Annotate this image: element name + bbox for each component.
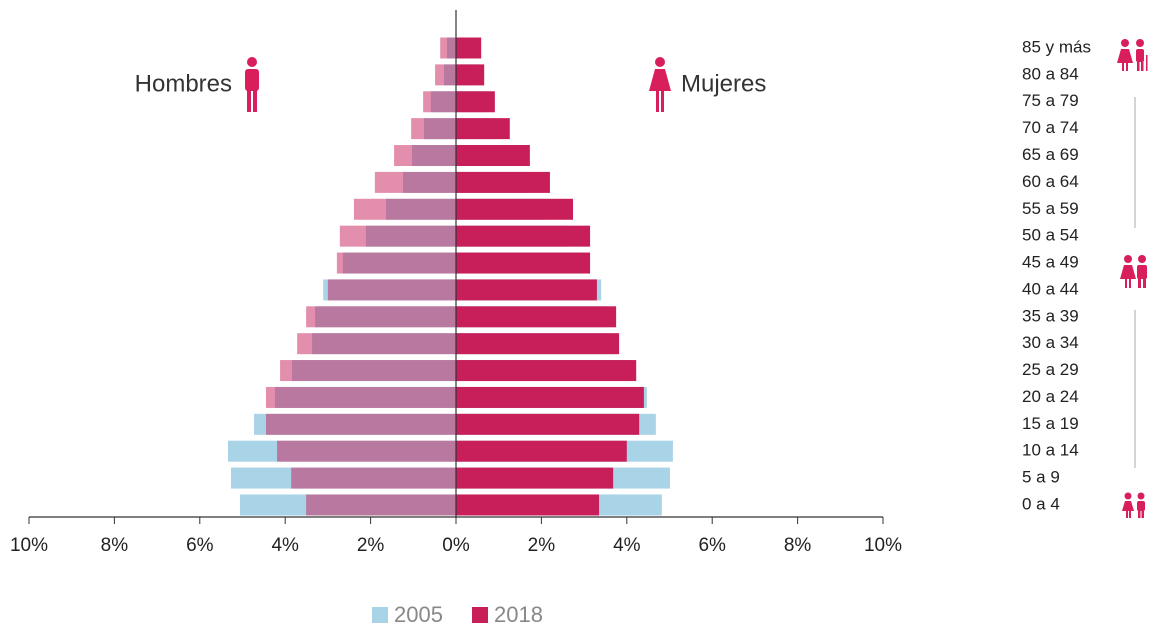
icon-man xyxy=(245,57,259,112)
age-label: 20 a 24 xyxy=(1022,387,1079,406)
bar xyxy=(456,440,627,462)
bar xyxy=(440,37,456,59)
age-label: 80 a 84 xyxy=(1022,64,1079,83)
bar xyxy=(265,386,456,408)
age-label: 0 a 4 xyxy=(1022,494,1060,513)
bar xyxy=(456,64,485,86)
bar xyxy=(339,225,456,247)
bar xyxy=(456,252,591,274)
legend-label: 2018 xyxy=(494,602,543,627)
bar xyxy=(353,198,456,220)
x-tick-label: 10% xyxy=(10,535,48,556)
bar xyxy=(456,145,530,167)
bar xyxy=(456,413,640,435)
age-label: 75 a 79 xyxy=(1022,91,1079,110)
bar xyxy=(277,440,456,462)
bar xyxy=(265,413,456,435)
bar xyxy=(456,37,482,59)
bar xyxy=(306,306,456,328)
age-label: 25 a 29 xyxy=(1022,360,1079,379)
age-label: 40 a 44 xyxy=(1022,279,1079,298)
bar xyxy=(291,467,456,489)
icon-woman xyxy=(649,57,671,112)
bar xyxy=(456,279,597,301)
bar xyxy=(456,386,644,408)
age-label: 55 a 59 xyxy=(1022,199,1079,218)
bar xyxy=(456,91,495,113)
bar xyxy=(456,171,550,193)
bar xyxy=(456,467,614,489)
age-label: 30 a 34 xyxy=(1022,333,1079,352)
bar xyxy=(336,252,456,274)
x-tick-label: 2% xyxy=(357,535,385,556)
bar xyxy=(297,333,456,355)
bar xyxy=(456,494,600,516)
age-label: 35 a 39 xyxy=(1022,306,1079,325)
age-label: 10 a 14 xyxy=(1022,441,1079,460)
age-label: 85 y más xyxy=(1022,37,1091,56)
bar xyxy=(456,118,510,140)
icon-adults xyxy=(1120,255,1147,288)
bar xyxy=(394,145,456,167)
bar xyxy=(306,494,456,516)
bar xyxy=(280,360,456,382)
side-label: Mujeres xyxy=(681,70,766,97)
legend-label: 2005 xyxy=(394,602,443,627)
bar xyxy=(435,64,456,86)
bar xyxy=(456,360,637,382)
bars xyxy=(227,37,673,516)
icon-children xyxy=(1122,492,1145,518)
x-tick-label: 6% xyxy=(186,535,214,556)
side-label: Hombres xyxy=(135,70,232,97)
legend-swatch xyxy=(472,607,488,623)
x-tick-label: 0% xyxy=(442,535,470,556)
age-label: 60 a 64 xyxy=(1022,172,1079,191)
x-tick-label: 8% xyxy=(101,535,129,556)
x-tick-label: 2% xyxy=(528,535,556,556)
x-tick-label: 4% xyxy=(613,535,641,556)
bar xyxy=(374,171,456,193)
legend-swatch xyxy=(372,607,388,623)
bar xyxy=(411,118,456,140)
bar xyxy=(456,198,573,220)
x-tick-label: 4% xyxy=(271,535,299,556)
age-label: 45 a 49 xyxy=(1022,253,1079,272)
age-label: 70 a 74 xyxy=(1022,118,1079,137)
icon-elderly xyxy=(1117,39,1148,71)
x-tick-label: 8% xyxy=(784,535,812,556)
x-tick-label: 10% xyxy=(864,535,902,556)
age-label: 5 a 9 xyxy=(1022,468,1060,487)
age-label: 65 a 69 xyxy=(1022,145,1079,164)
age-label: 50 a 54 xyxy=(1022,226,1079,245)
bar xyxy=(456,225,591,247)
bar xyxy=(327,279,456,301)
bar xyxy=(456,333,620,355)
x-tick-label: 6% xyxy=(698,535,726,556)
bar xyxy=(423,91,456,113)
age-label: 15 a 19 xyxy=(1022,414,1079,433)
bar xyxy=(456,306,617,328)
